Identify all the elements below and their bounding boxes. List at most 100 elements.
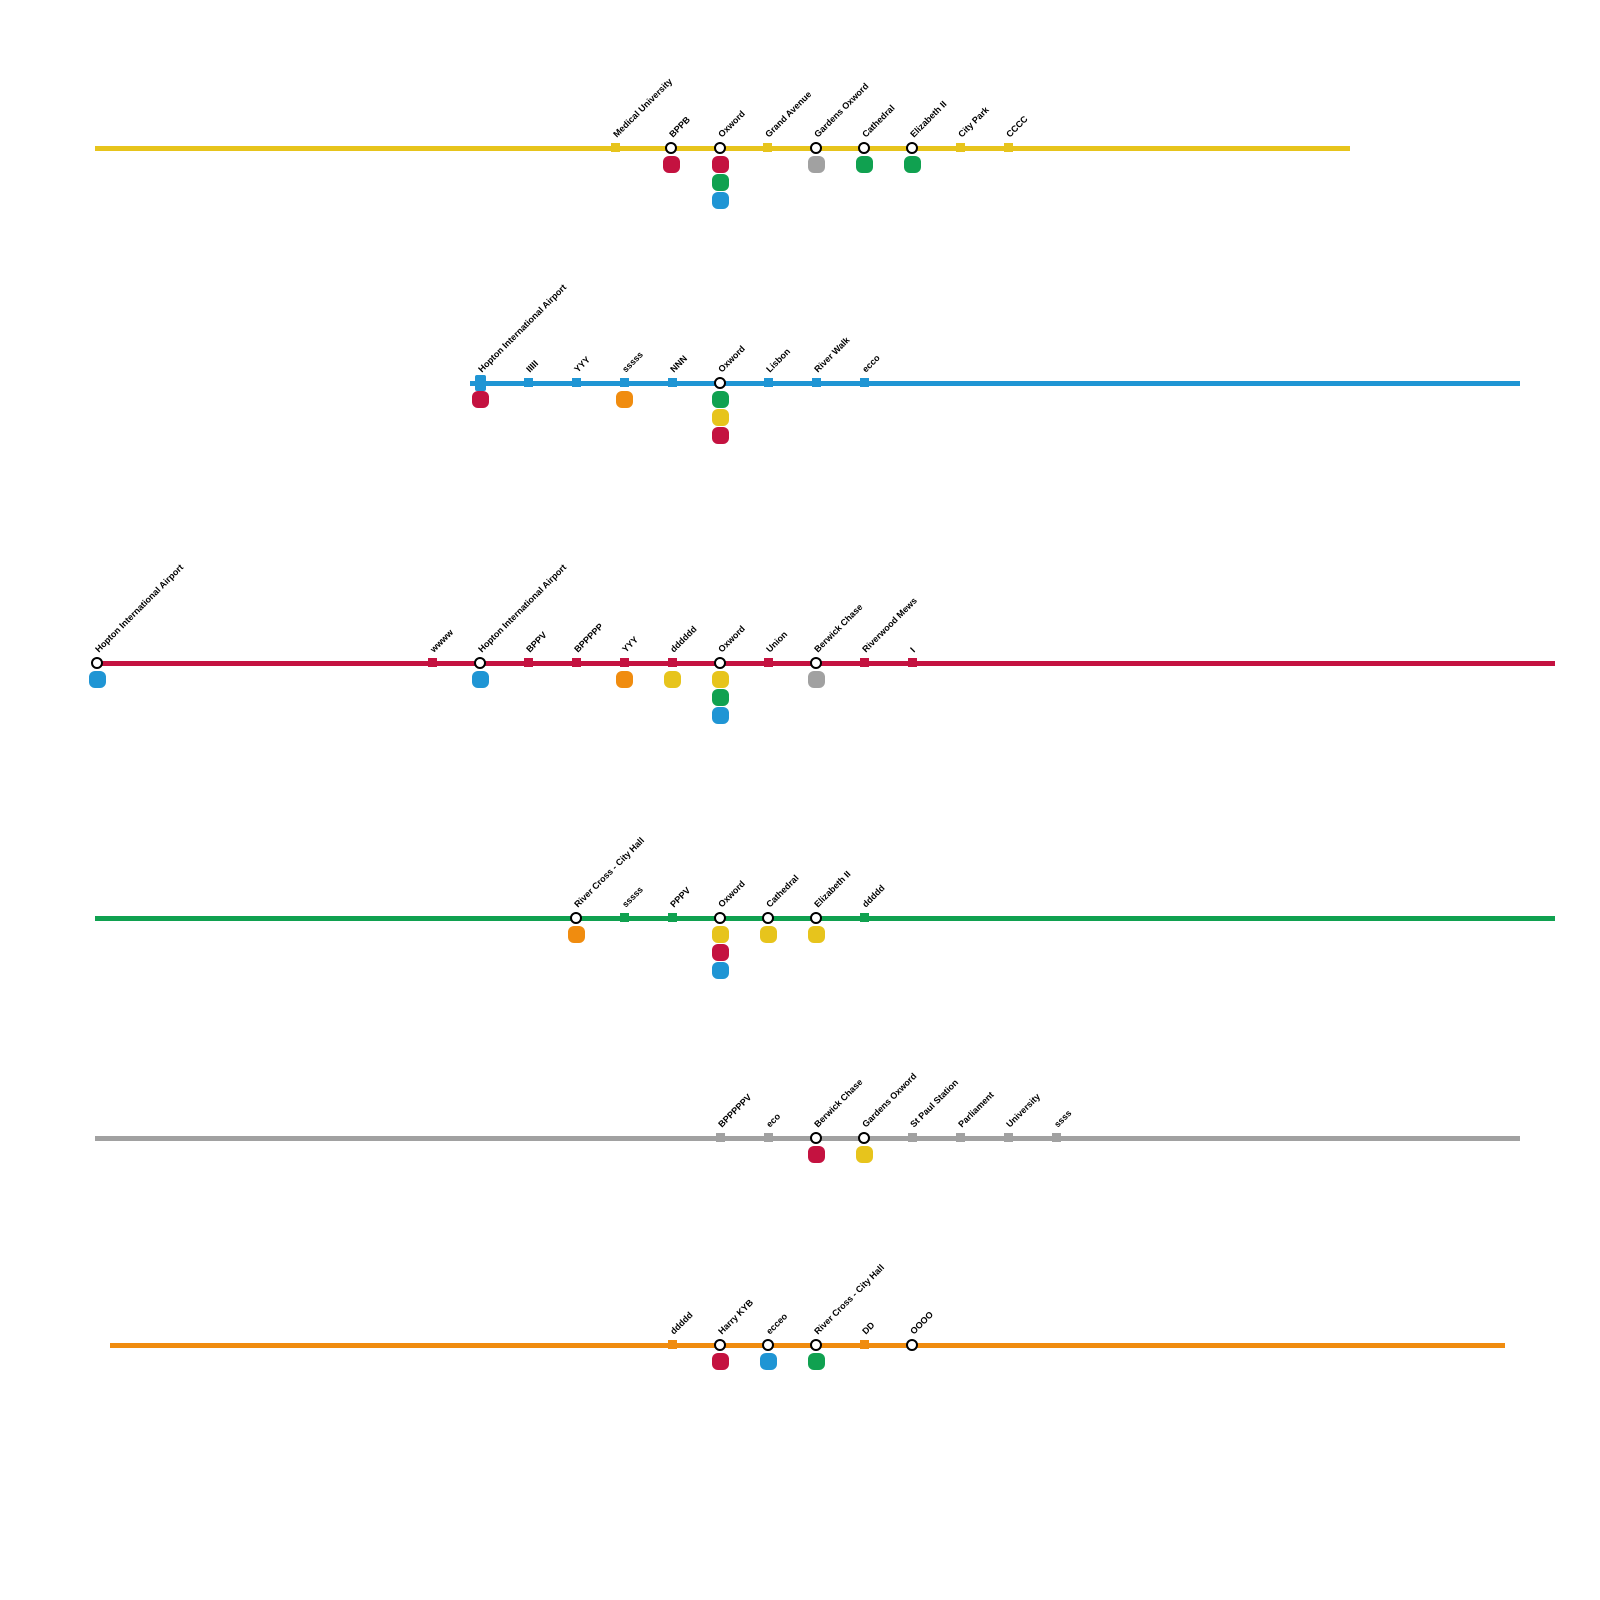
station-marker-stop[interactable] — [716, 1133, 725, 1142]
station-marker-stop[interactable] — [812, 378, 821, 387]
station-label: YYY — [620, 634, 641, 655]
station-label: YYY — [572, 354, 593, 375]
transfer-dot-blue — [712, 962, 729, 979]
station-marker-stop[interactable] — [620, 378, 629, 387]
station-label: BPPV — [524, 629, 549, 655]
station-marker-interchange[interactable] — [810, 657, 822, 669]
station-marker-interchange[interactable] — [91, 657, 103, 669]
line-track-red — [95, 661, 1555, 666]
station-label: City Park — [956, 104, 991, 140]
station-marker-interchange[interactable] — [810, 142, 822, 154]
station-marker-stop[interactable] — [1052, 1133, 1061, 1142]
station-marker-stop[interactable] — [764, 658, 773, 667]
transfer-dot-red — [712, 944, 729, 961]
station-marker-stop[interactable] — [668, 1340, 677, 1349]
transfer-dot-red — [808, 1146, 825, 1163]
transfer-dot-orange — [616, 671, 633, 688]
station-marker-stop[interactable] — [572, 378, 581, 387]
station-marker-stop[interactable] — [764, 1133, 773, 1142]
station-marker-terminus[interactable] — [475, 375, 486, 391]
station-label: Oxword — [716, 108, 747, 140]
station-marker-interchange[interactable] — [906, 1339, 918, 1351]
station-marker-interchange[interactable] — [810, 1339, 822, 1351]
line-track-orange — [110, 1343, 1505, 1348]
station-marker-interchange[interactable] — [714, 1339, 726, 1351]
station-marker-stop[interactable] — [764, 378, 773, 387]
station-marker-stop[interactable] — [611, 143, 620, 152]
line-track-green — [95, 916, 1555, 921]
station-label: wwww — [428, 627, 456, 655]
station-label: PPPV — [668, 885, 693, 910]
station-marker-interchange[interactable] — [665, 142, 677, 154]
station-label: ddddd — [860, 882, 887, 910]
station-marker-interchange[interactable] — [714, 657, 726, 669]
station-marker-stop[interactable] — [1004, 143, 1013, 152]
line-track-gray — [95, 1136, 1520, 1141]
transfer-dot-blue — [712, 192, 729, 209]
station-marker-stop[interactable] — [668, 378, 677, 387]
station-label: I — [908, 645, 918, 655]
transfer-dot-green — [808, 1353, 825, 1370]
station-marker-stop[interactable] — [860, 1340, 869, 1349]
station-marker-stop[interactable] — [956, 1133, 965, 1142]
station-label: IIIII — [524, 358, 541, 375]
station-label: Grand Avenue — [763, 89, 814, 140]
station-label: BPPPPPV — [716, 1092, 754, 1130]
station-label: Cathedral — [860, 102, 897, 140]
transfer-dot-green — [712, 174, 729, 191]
station-marker-stop[interactable] — [860, 658, 869, 667]
station-label: DD — [860, 1320, 877, 1337]
station-marker-interchange[interactable] — [714, 142, 726, 154]
station-marker-stop[interactable] — [1004, 1133, 1013, 1142]
station-marker-stop[interactable] — [620, 658, 629, 667]
station-marker-stop[interactable] — [668, 913, 677, 922]
line-track-blue — [470, 381, 1520, 386]
station-marker-stop[interactable] — [860, 913, 869, 922]
station-marker-stop[interactable] — [763, 143, 772, 152]
transfer-dot-green — [856, 156, 873, 173]
transfer-dot-blue — [89, 671, 106, 688]
transfer-dot-yellow — [712, 671, 729, 688]
transfer-dot-yellow — [856, 1146, 873, 1163]
station-marker-interchange[interactable] — [810, 912, 822, 924]
station-marker-stop[interactable] — [908, 658, 917, 667]
station-marker-interchange[interactable] — [858, 1132, 870, 1144]
transfer-dot-gray — [808, 671, 825, 688]
station-label: dddddd — [668, 623, 699, 655]
station-label: sssss — [620, 349, 645, 375]
station-label: sssss — [620, 884, 645, 910]
station-marker-stop[interactable] — [668, 658, 677, 667]
station-marker-stop[interactable] — [860, 378, 869, 387]
station-label: OOOO — [908, 1309, 936, 1337]
station-marker-interchange[interactable] — [474, 657, 486, 669]
station-marker-interchange[interactable] — [906, 142, 918, 154]
transfer-dot-yellow — [664, 671, 681, 688]
station-label: eco — [764, 1111, 783, 1130]
transfer-dot-red — [712, 156, 729, 173]
station-marker-interchange[interactable] — [858, 142, 870, 154]
station-marker-stop[interactable] — [620, 913, 629, 922]
station-label: BPPPPP — [572, 621, 606, 655]
station-label: River Walk — [812, 334, 852, 375]
station-label: Lisbon — [764, 346, 793, 375]
station-marker-stop[interactable] — [524, 378, 533, 387]
station-marker-stop[interactable] — [572, 658, 581, 667]
station-marker-interchange[interactable] — [762, 1339, 774, 1351]
station-label: Harry KYB — [716, 1297, 756, 1337]
station-marker-stop[interactable] — [956, 143, 965, 152]
station-label: NNN — [668, 353, 690, 375]
station-marker-interchange[interactable] — [762, 912, 774, 924]
station-label: Hopton International Airport — [93, 562, 186, 655]
station-label: ddddd — [668, 1309, 695, 1337]
station-marker-stop[interactable] — [428, 658, 437, 667]
station-marker-interchange[interactable] — [714, 912, 726, 924]
transfer-dot-blue — [712, 707, 729, 724]
station-marker-interchange[interactable] — [570, 912, 582, 924]
transfer-dot-green — [712, 689, 729, 706]
station-label: Parliament — [956, 1089, 996, 1130]
station-marker-stop[interactable] — [908, 1133, 917, 1142]
station-marker-interchange[interactable] — [810, 1132, 822, 1144]
station-marker-stop[interactable] — [524, 658, 533, 667]
station-marker-interchange[interactable] — [714, 377, 726, 389]
